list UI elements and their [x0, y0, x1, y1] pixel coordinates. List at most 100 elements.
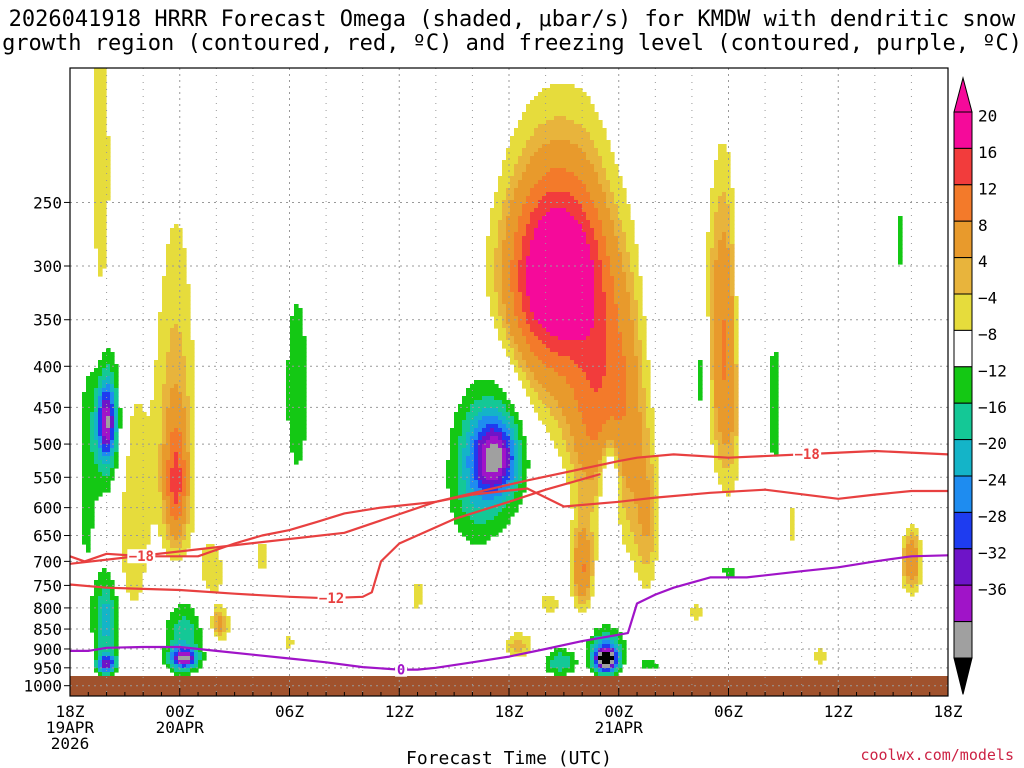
omega-cell: [646, 404, 651, 409]
omega-cell: [570, 356, 607, 361]
omega-cell: [122, 568, 147, 573]
omega-cell: [578, 520, 591, 525]
omega-cell: [126, 572, 143, 577]
omega-cell: [602, 160, 615, 165]
omega-cell: [630, 528, 643, 533]
omega-cell: [102, 448, 111, 453]
omega-cell: [714, 452, 719, 457]
omega-cell: [82, 508, 95, 513]
omega-cell: [514, 368, 523, 373]
omega-cell: [510, 260, 519, 265]
omega-cell: [486, 256, 495, 261]
omega-cell: [594, 232, 603, 237]
omega-cell: [714, 236, 723, 241]
omega-cell: [522, 116, 555, 121]
omega-cell: [114, 372, 119, 377]
omega-cell: [598, 172, 607, 177]
omega-cell: [598, 240, 607, 245]
omega-cell: [546, 656, 555, 661]
omega-cell: [714, 316, 735, 321]
omega-cell: [558, 404, 579, 409]
omega-cell: [710, 412, 715, 417]
omega-cell: [82, 524, 95, 529]
omega-cell: [94, 204, 107, 209]
omega-cell: [622, 500, 635, 505]
omega-cell: [698, 360, 703, 365]
omega-cell: [98, 468, 111, 473]
omega-cell: [522, 464, 531, 469]
colorbar-segment-11: [953, 511, 973, 550]
omega-cell: [722, 356, 727, 361]
omega-cell: [586, 184, 603, 189]
omega-cell: [734, 300, 739, 305]
omega-cell: [606, 248, 619, 253]
omega-cell: [478, 464, 483, 469]
omega-cell: [114, 640, 119, 645]
omega-cell: [622, 524, 631, 529]
omega-cell: [522, 640, 531, 645]
omega-cell: [162, 400, 171, 405]
omega-cell: [622, 468, 647, 473]
omega-cell: [198, 664, 203, 669]
omega-cell: [490, 296, 499, 301]
omega-cell: [618, 316, 631, 321]
omega-cell: [522, 204, 539, 209]
omega-cell: [506, 432, 511, 437]
omega-cell: [186, 640, 195, 645]
colorbar-label-4: 4: [978, 252, 988, 271]
omega-cell: [526, 388, 535, 393]
omega-cell: [906, 544, 915, 549]
omega-cell: [622, 256, 631, 261]
omega-cell: [510, 468, 515, 473]
omega-cell: [514, 484, 519, 489]
omega-cell: [730, 276, 735, 281]
omega-cell: [650, 436, 655, 441]
omega-cell: [538, 224, 583, 229]
omega-cell: [554, 444, 567, 449]
omega-cell: [502, 168, 515, 173]
omega-cell: [190, 480, 195, 485]
omega-cell: [486, 268, 495, 273]
omega-cell: [162, 408, 167, 413]
omega-cell: [530, 248, 591, 253]
omega-cell: [94, 212, 107, 217]
omega-cell: [714, 360, 723, 365]
omega-cell: [710, 296, 715, 301]
omega-cell: [502, 200, 511, 205]
omega-cell: [510, 436, 515, 441]
omega-cell: [174, 664, 179, 669]
omega-cell: [902, 536, 907, 541]
omega-cell: [638, 520, 651, 525]
omega-cell: [718, 420, 735, 425]
omega-cell: [462, 420, 471, 425]
omega-cell: [770, 376, 779, 381]
omega-cell: [630, 556, 643, 561]
omega-cell: [574, 600, 579, 605]
omega-cell: [102, 568, 107, 573]
omega-cell: [574, 604, 591, 609]
omega-cell: [486, 460, 503, 465]
omega-cell: [162, 420, 167, 425]
omega-cell: [90, 432, 95, 437]
omega-cell: [698, 388, 703, 393]
omega-cell: [734, 392, 739, 397]
omega-cell: [606, 356, 627, 361]
omega-cell: [182, 496, 187, 501]
omega-cell: [618, 204, 631, 209]
omega-cell: [98, 376, 107, 381]
omega-cell: [530, 328, 547, 333]
omega-cell: [182, 444, 187, 449]
credit-link[interactable]: coolwx.com/models: [860, 746, 1014, 764]
omega-cell: [114, 392, 119, 397]
omega-cell: [514, 448, 519, 453]
omega-cell: [166, 460, 175, 465]
omega-cell: [918, 564, 923, 569]
omega-cell: [630, 260, 639, 265]
omega-cell: [578, 512, 591, 517]
omega-cell: [570, 540, 575, 545]
omega-cell: [478, 436, 483, 441]
omega-cell: [718, 424, 735, 429]
omega-cell: [114, 440, 119, 445]
omega-cell: [606, 300, 615, 305]
omega-cell: [522, 304, 531, 309]
